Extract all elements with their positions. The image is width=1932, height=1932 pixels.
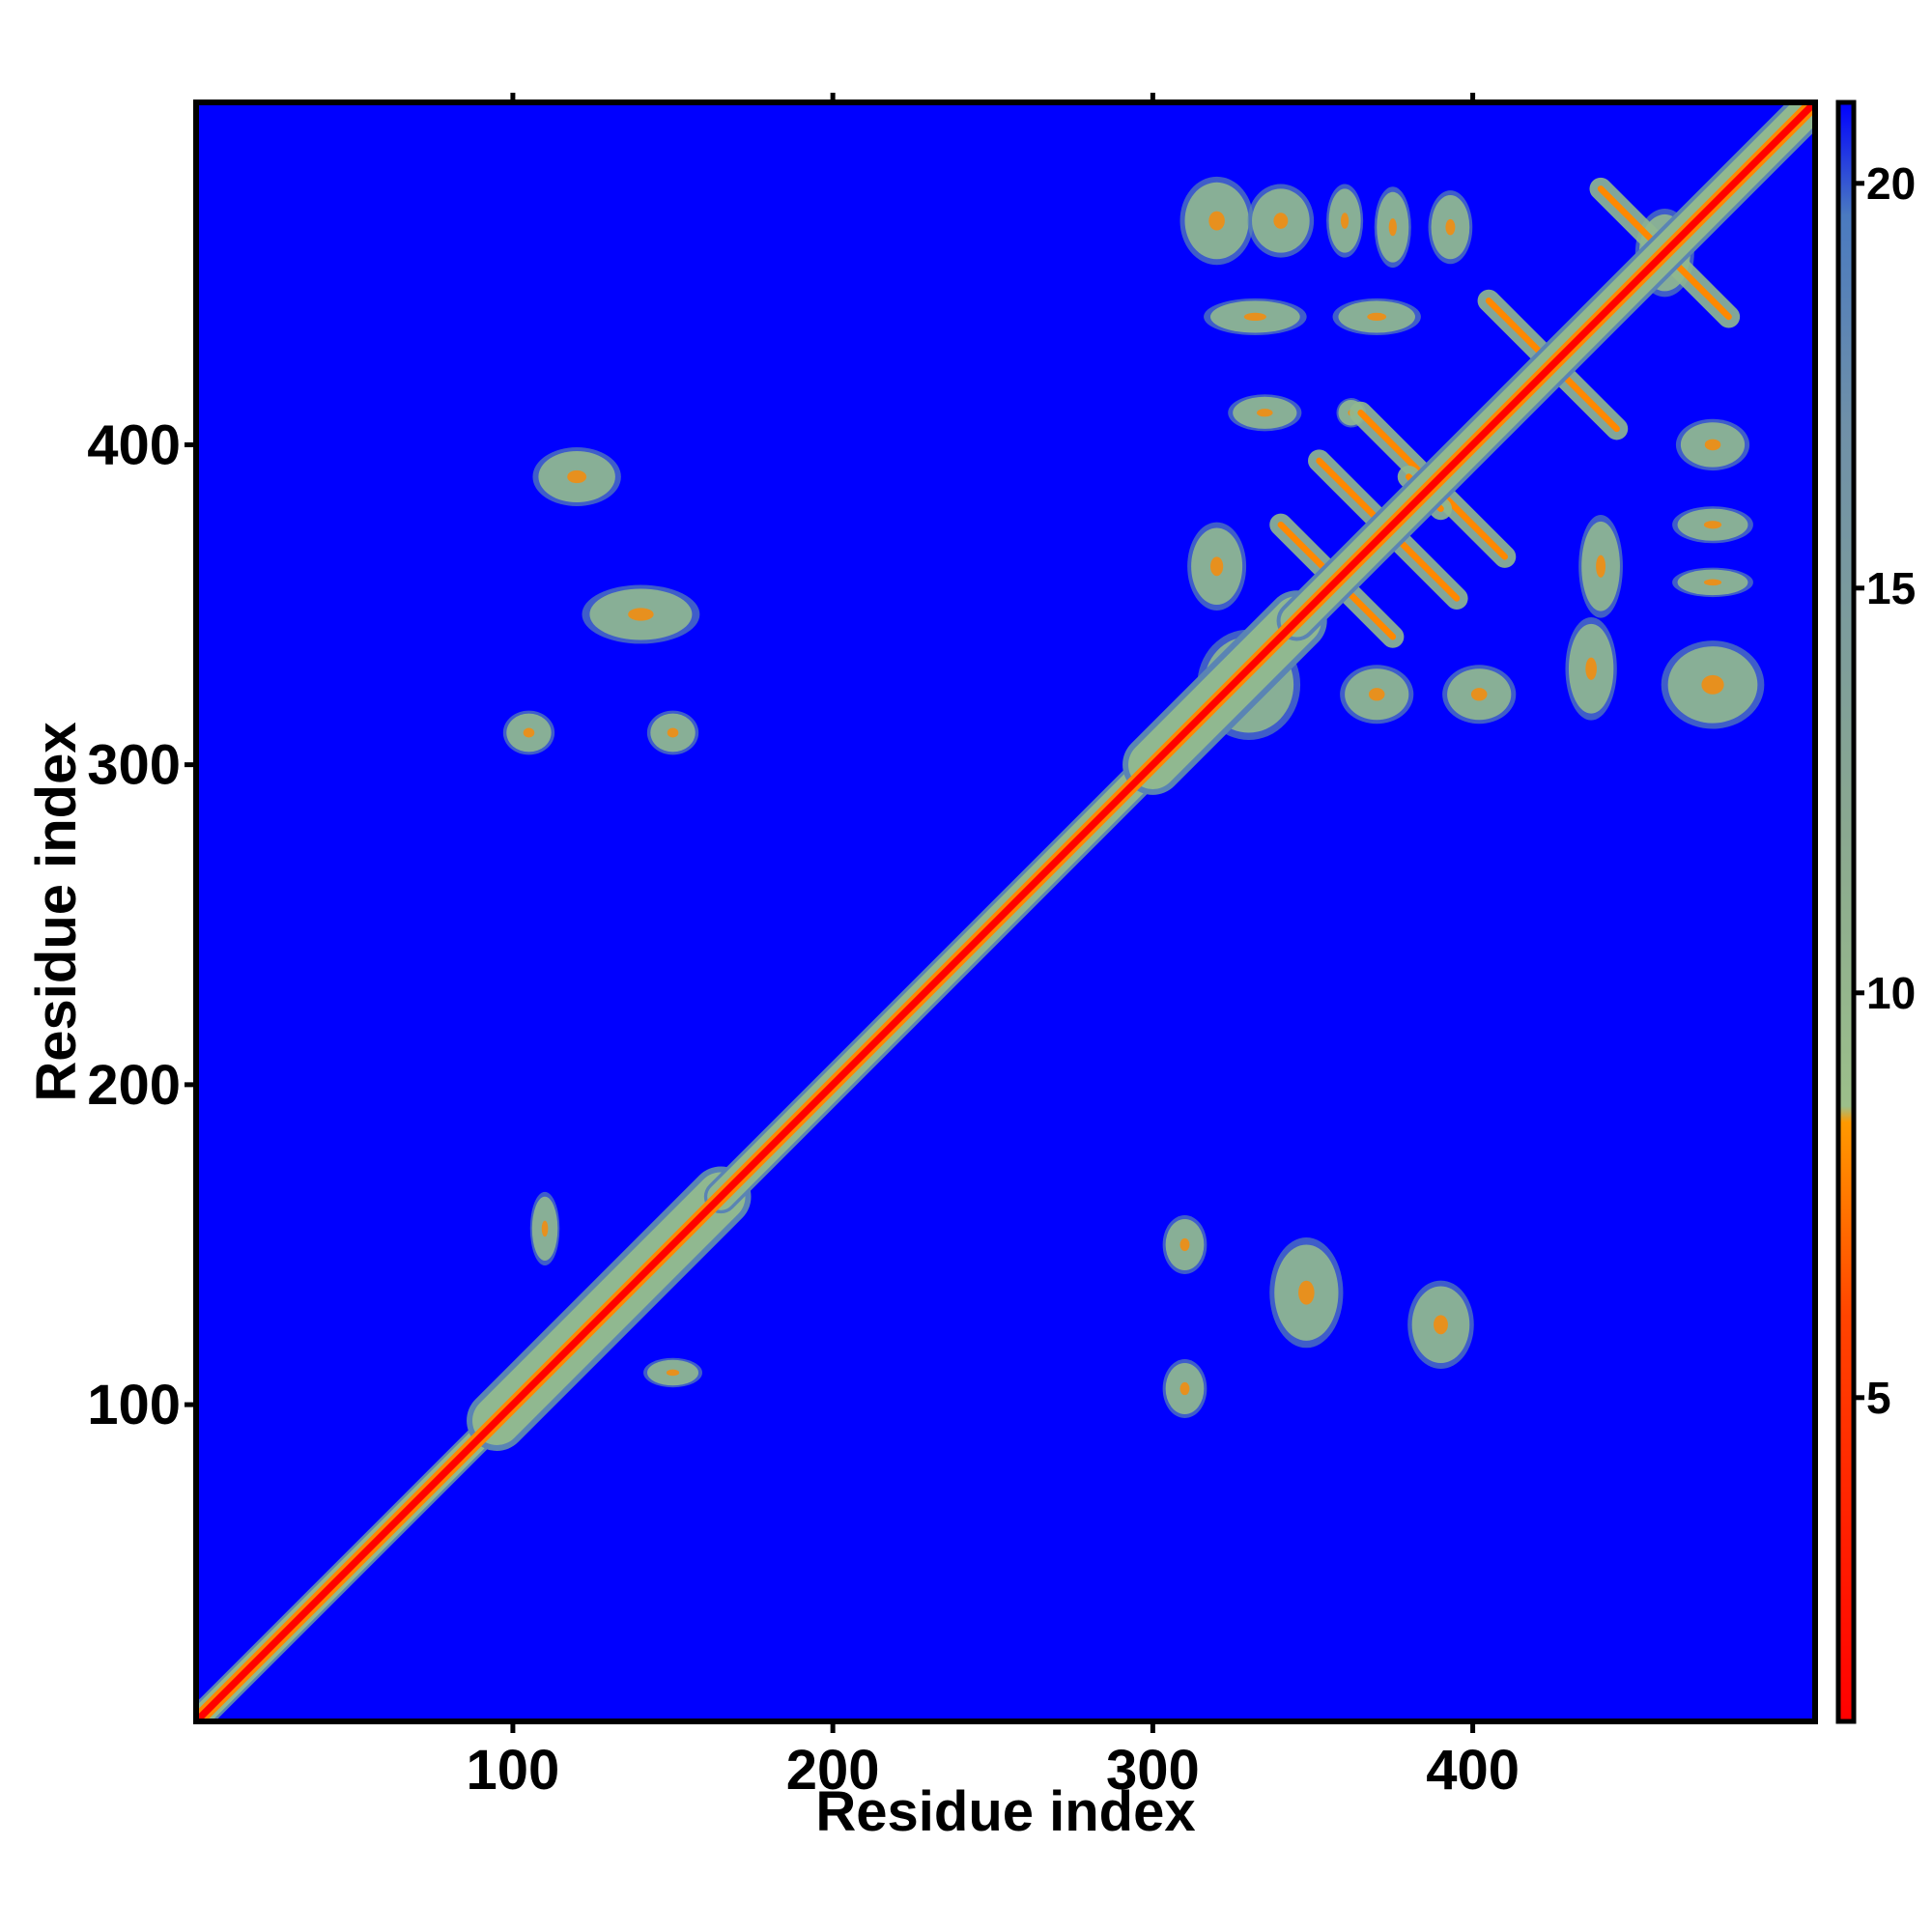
colorbar-tick-label-15: 15	[1866, 563, 1916, 613]
y-tick-label-300: 300	[87, 734, 181, 797]
x-tick-label-300: 300	[1106, 1739, 1200, 1802]
contact-cluster-core-6	[1179, 1237, 1190, 1252]
contact-cluster-core-14	[1445, 218, 1456, 236]
contact-cluster-core-15	[1243, 312, 1266, 322]
colorbar-tick-label-20: 20	[1866, 158, 1916, 209]
contact-cluster-core-4	[541, 1220, 549, 1237]
y-tick-label-100: 100	[87, 1374, 181, 1436]
contact-cluster-core-0	[567, 469, 587, 484]
colorbar-ticks: 5 10 15 20	[1854, 158, 1916, 1423]
x-axis-ticks: 100 200 300 400	[467, 93, 1520, 1802]
contact-cluster-core-18	[1704, 439, 1721, 451]
contact-cluster-core-20	[1703, 579, 1722, 586]
contact-cluster-core-26	[1368, 688, 1385, 701]
contact-cluster-core-13	[1388, 218, 1397, 237]
colorbar-tick-label-5: 5	[1866, 1373, 1891, 1423]
contact-cluster-core-19	[1703, 521, 1722, 529]
colorbar	[1835, 99, 1857, 1724]
contact-cluster-core-3	[667, 727, 679, 738]
contact-cluster-core-27	[1470, 688, 1488, 701]
diagonal-core	[196, 102, 1815, 1721]
contact-cluster-core-5	[666, 1369, 680, 1377]
contact-cluster-core-8	[1434, 1315, 1448, 1335]
contact-cluster-core-11	[1273, 213, 1289, 229]
plot-frame	[193, 99, 1818, 1724]
x-tick-label-200: 200	[786, 1739, 880, 1802]
contact-cluster-core-7	[1298, 1280, 1315, 1305]
x-axis-label: Residue index	[815, 1780, 1195, 1843]
heatmap-layer	[196, 102, 1815, 1721]
contact-cluster-core-1	[628, 608, 654, 621]
y-axis-ticks: 100 200 300 400	[87, 413, 196, 1436]
contact-cluster-core-23	[1701, 674, 1724, 695]
contact-cluster-core-24	[1209, 556, 1224, 577]
contact-cluster-core-21	[1596, 554, 1606, 578]
contact-cluster-core-9	[1179, 1381, 1190, 1396]
contact-cluster-core-10	[1208, 211, 1225, 231]
y-tick-label-200: 200	[87, 1054, 181, 1117]
y-axis-label: Residue index	[25, 722, 88, 1101]
contact-cluster-core-22	[1585, 657, 1597, 680]
contact-cluster-core-16	[1367, 312, 1387, 322]
contact-cluster-core-12	[1340, 213, 1350, 229]
y-tick-label-400: 400	[87, 413, 181, 476]
contact-cluster-core-2	[523, 727, 535, 738]
contact-cluster-core-17	[1257, 409, 1273, 417]
x-tick-label-100: 100	[467, 1739, 560, 1802]
colorbar-tick-label-10: 10	[1866, 968, 1916, 1018]
x-tick-label-400: 400	[1426, 1739, 1520, 1802]
